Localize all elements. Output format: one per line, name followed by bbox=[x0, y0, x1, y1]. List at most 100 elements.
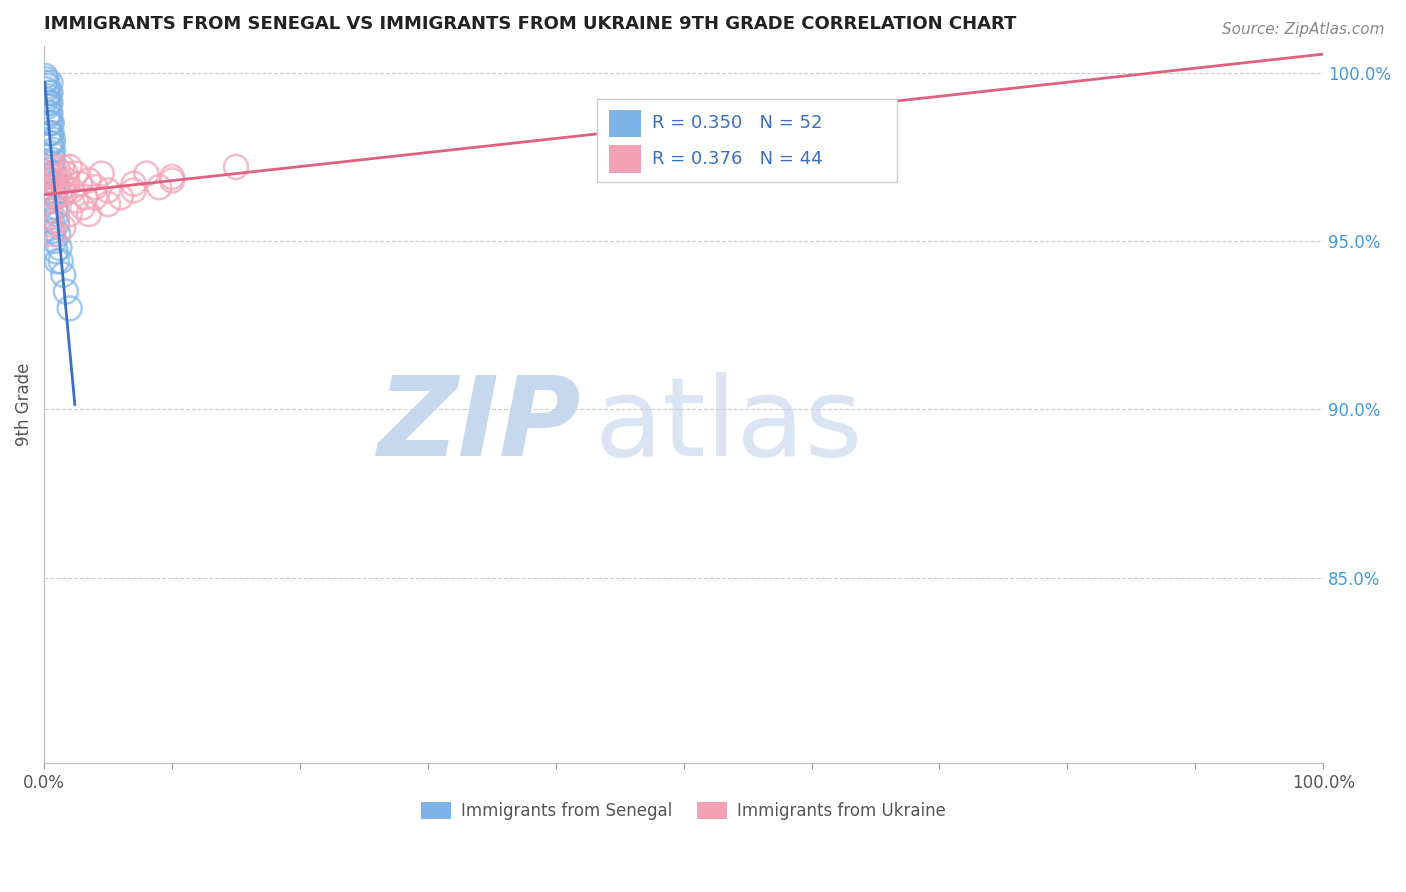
Point bbox=[45, 214, 67, 228]
Point bbox=[45, 207, 67, 221]
Point bbox=[55, 167, 77, 181]
Point bbox=[51, 160, 73, 174]
Text: IMMIGRANTS FROM SENEGAL VS IMMIGRANTS FROM UKRAINE 9TH GRADE CORRELATION CHART: IMMIGRANTS FROM SENEGAL VS IMMIGRANTS FR… bbox=[44, 15, 1017, 33]
Point bbox=[37, 180, 59, 194]
Point bbox=[84, 190, 107, 204]
Point bbox=[48, 186, 70, 201]
Point bbox=[69, 177, 91, 191]
Point bbox=[77, 207, 100, 221]
Bar bbox=[609, 110, 641, 136]
Text: R = 0.376   N = 44: R = 0.376 N = 44 bbox=[651, 150, 823, 168]
Point bbox=[73, 190, 96, 204]
Point bbox=[97, 197, 120, 211]
Point bbox=[39, 95, 62, 110]
Point bbox=[39, 106, 62, 120]
Point bbox=[37, 173, 59, 187]
Point bbox=[160, 173, 183, 187]
Bar bbox=[596, 100, 897, 182]
Point bbox=[44, 167, 66, 181]
Point bbox=[41, 136, 63, 151]
Text: ZIP: ZIP bbox=[378, 373, 581, 479]
Point bbox=[59, 160, 82, 174]
Point bbox=[45, 217, 67, 231]
Text: Source: ZipAtlas.com: Source: ZipAtlas.com bbox=[1222, 22, 1385, 37]
Point bbox=[38, 194, 60, 208]
Point bbox=[41, 214, 63, 228]
Point bbox=[160, 169, 183, 184]
Point bbox=[46, 163, 69, 178]
Point bbox=[38, 86, 60, 100]
Point bbox=[45, 244, 67, 259]
Point bbox=[56, 173, 79, 187]
Point bbox=[97, 184, 120, 198]
Point bbox=[35, 93, 58, 107]
Point bbox=[38, 116, 60, 130]
Point bbox=[34, 69, 56, 83]
Point bbox=[37, 99, 59, 113]
Point bbox=[35, 82, 58, 96]
Point bbox=[225, 160, 247, 174]
Point bbox=[37, 89, 59, 103]
Point bbox=[35, 72, 58, 87]
Point bbox=[44, 177, 66, 191]
Point bbox=[135, 167, 157, 181]
Bar bbox=[609, 145, 641, 173]
Point bbox=[90, 167, 112, 181]
Point bbox=[59, 301, 82, 316]
Point bbox=[110, 190, 132, 204]
Point bbox=[37, 163, 59, 178]
Point bbox=[60, 184, 83, 198]
Point bbox=[37, 79, 59, 94]
Legend: Immigrants from Senegal, Immigrants from Ukraine: Immigrants from Senegal, Immigrants from… bbox=[415, 795, 953, 827]
Point bbox=[46, 227, 69, 242]
Point bbox=[77, 173, 100, 187]
Text: atlas: atlas bbox=[595, 373, 863, 479]
Point bbox=[41, 146, 63, 161]
Point bbox=[45, 177, 67, 191]
Point bbox=[37, 109, 59, 123]
Point bbox=[39, 173, 62, 187]
Point bbox=[148, 180, 170, 194]
Point bbox=[55, 285, 77, 299]
Point bbox=[39, 86, 62, 100]
Point bbox=[42, 143, 65, 157]
Point bbox=[42, 153, 65, 168]
Point bbox=[122, 184, 145, 198]
Point bbox=[52, 180, 75, 194]
Point bbox=[38, 95, 60, 110]
Point bbox=[53, 186, 76, 201]
Point bbox=[41, 156, 63, 170]
Point bbox=[45, 169, 67, 184]
Point bbox=[45, 200, 67, 214]
Point bbox=[39, 126, 62, 140]
Point bbox=[38, 126, 60, 140]
Point bbox=[42, 224, 65, 238]
Point bbox=[44, 234, 66, 248]
Point bbox=[49, 173, 72, 187]
Point bbox=[52, 220, 75, 235]
Point bbox=[65, 167, 87, 181]
Point bbox=[84, 180, 107, 194]
Point bbox=[65, 194, 87, 208]
Point bbox=[44, 186, 66, 201]
Point bbox=[72, 200, 94, 214]
Point bbox=[39, 136, 62, 151]
Point bbox=[41, 126, 63, 140]
Point bbox=[44, 190, 66, 204]
Point bbox=[38, 106, 60, 120]
Point bbox=[38, 167, 60, 181]
Point bbox=[39, 116, 62, 130]
Point bbox=[41, 116, 63, 130]
Point bbox=[41, 160, 63, 174]
Point bbox=[45, 254, 67, 268]
Point bbox=[37, 211, 59, 225]
Y-axis label: 9th Grade: 9th Grade bbox=[15, 363, 32, 446]
Point bbox=[48, 241, 70, 255]
Point bbox=[42, 184, 65, 198]
Point bbox=[52, 268, 75, 282]
Text: R = 0.350   N = 52: R = 0.350 N = 52 bbox=[651, 114, 823, 132]
Point bbox=[59, 207, 82, 221]
Point bbox=[38, 184, 60, 198]
Point bbox=[49, 254, 72, 268]
Point bbox=[42, 227, 65, 242]
